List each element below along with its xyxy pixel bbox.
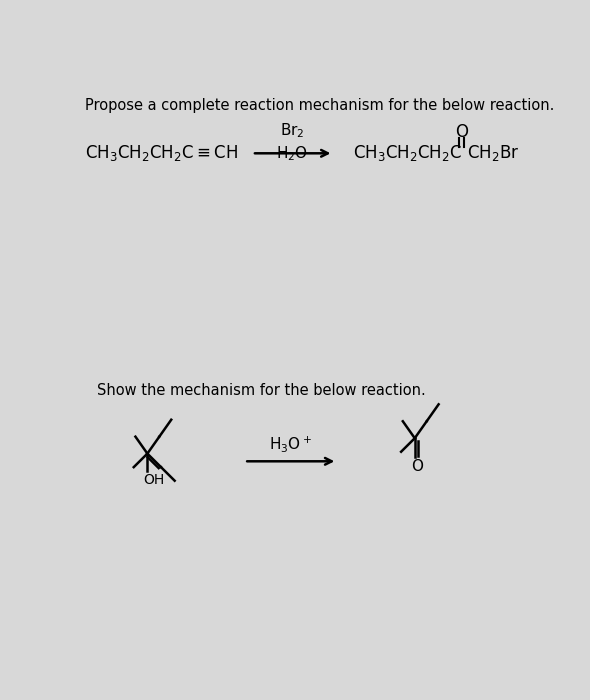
Text: $\mathregular{CH_2Br}$: $\mathregular{CH_2Br}$ [467, 144, 520, 163]
Text: OH: OH [143, 473, 165, 487]
Text: $\mathregular{CH_3CH_2CH_2C}$: $\mathregular{CH_3CH_2CH_2C}$ [353, 144, 462, 163]
Text: Propose a complete reaction mechanism for the below reaction.: Propose a complete reaction mechanism fo… [86, 98, 555, 113]
Text: $\mathregular{H_3O^+}$: $\mathregular{H_3O^+}$ [269, 435, 312, 454]
Text: $\mathregular{H_2O}$: $\mathregular{H_2O}$ [276, 144, 309, 162]
Text: $\mathregular{CH_3CH_2CH_2C{\equiv}CH}$: $\mathregular{CH_3CH_2CH_2C{\equiv}CH}$ [86, 144, 238, 163]
Text: O: O [455, 122, 468, 141]
Text: O: O [411, 459, 423, 474]
Text: $\mathregular{Br_2}$: $\mathregular{Br_2}$ [280, 121, 304, 139]
Text: Show the mechanism for the below reaction.: Show the mechanism for the below reactio… [97, 383, 426, 398]
